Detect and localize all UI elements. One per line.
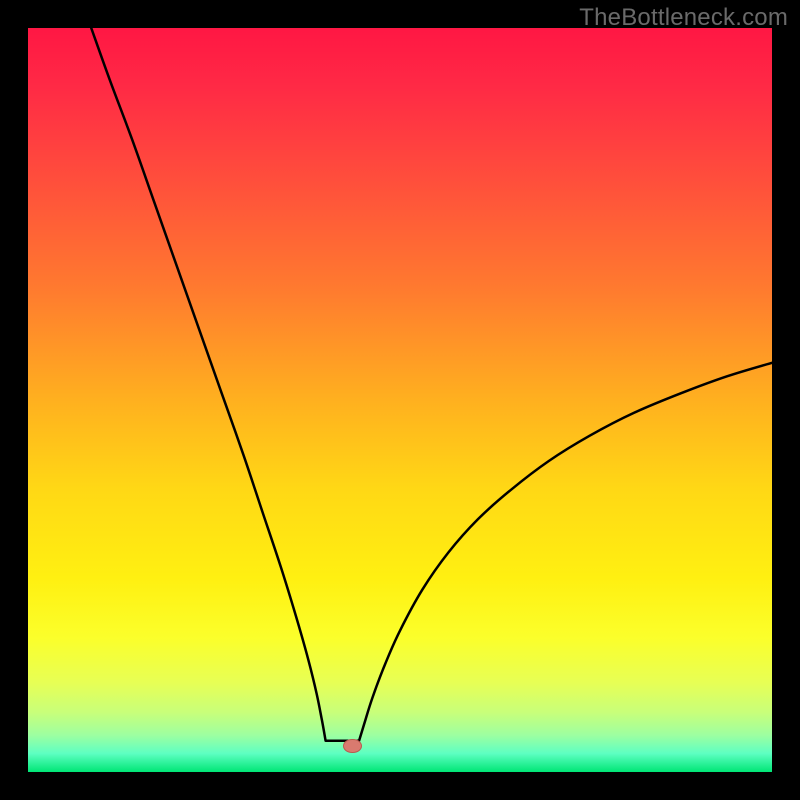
curve-path bbox=[91, 28, 772, 741]
optimum-marker bbox=[343, 739, 361, 753]
chart-wrapper: TheBottleneck.com bbox=[0, 0, 800, 800]
watermark-text: TheBottleneck.com bbox=[579, 4, 788, 32]
bottleneck-curve bbox=[28, 28, 772, 772]
plot-area bbox=[28, 28, 772, 772]
